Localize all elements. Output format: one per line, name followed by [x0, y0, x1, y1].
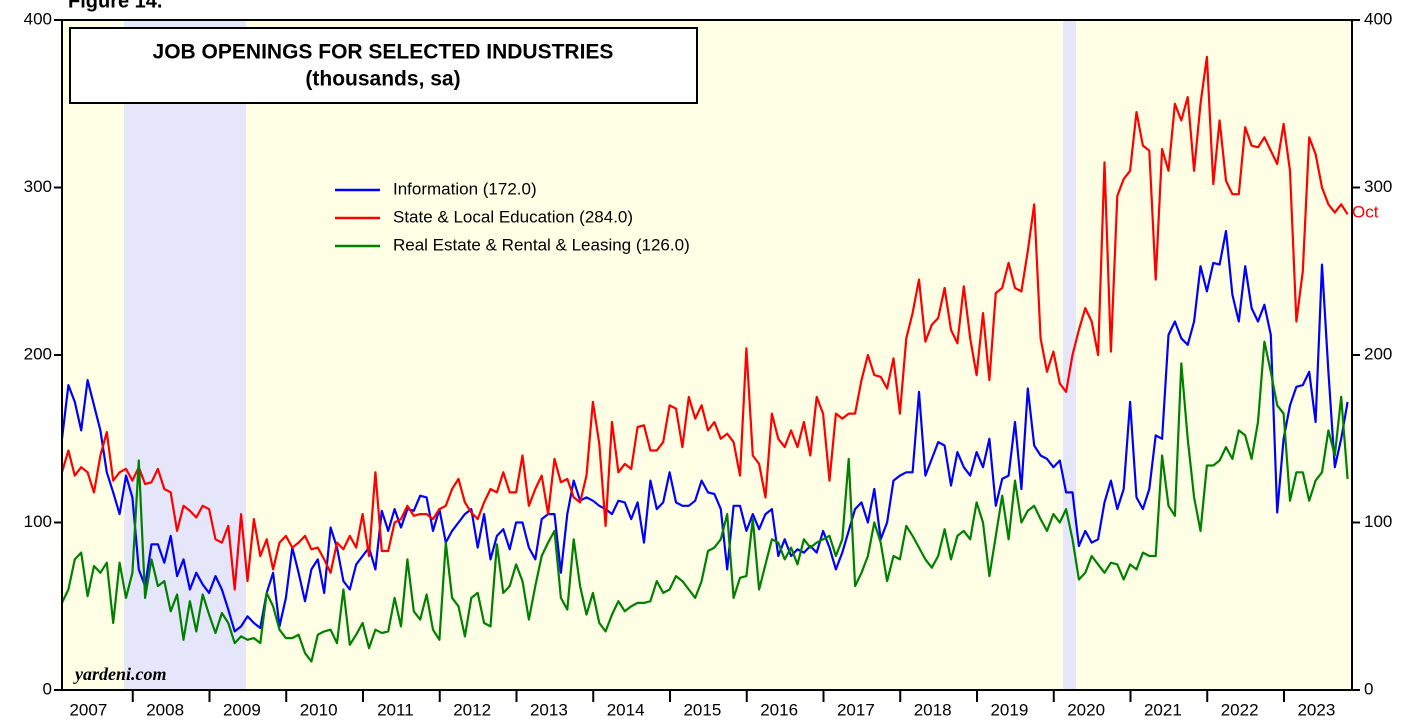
y2-tick-label: 200 — [1364, 344, 1392, 363]
source: yardeni.com — [73, 664, 167, 684]
x-tick-label: 2014 — [607, 700, 645, 719]
figure-label: Figure 14. — [68, 0, 162, 12]
x-tick-label: 2007 — [69, 700, 107, 719]
title-box — [69, 27, 698, 104]
y-tick-label: 300 — [24, 177, 52, 196]
x-tick-label: 2013 — [530, 700, 568, 719]
y2-tick-label: 0 — [1364, 679, 1373, 698]
x-tick-label: 2009 — [223, 700, 261, 719]
x-tick-label: 2022 — [1221, 700, 1259, 719]
y-tick-label: 400 — [24, 9, 52, 28]
y-tick-label: 0 — [43, 679, 52, 698]
x-tick-label: 2021 — [1144, 700, 1182, 719]
y-tick-label: 100 — [24, 512, 52, 531]
legend-label: Information (172.0) — [393, 179, 537, 198]
legend-label: State & Local Education (284.0) — [393, 207, 633, 226]
series-line — [60, 229, 1349, 633]
x-tick-label: 2023 — [1297, 700, 1335, 719]
series-line — [60, 55, 1349, 591]
x-tick-label: 2008 — [146, 700, 184, 719]
x-tick-label: 2012 — [453, 700, 491, 719]
x-tick-label: 2011 — [377, 700, 414, 719]
chart-subtitle: (thousands, sa) — [305, 68, 460, 91]
y-tick-label: 200 — [24, 344, 52, 363]
x-tick-label: 2018 — [914, 700, 952, 719]
y2-tick-label: 300 — [1364, 177, 1392, 196]
chart-title: JOB OPENINGS FOR SELECTED INDUSTRIES — [153, 41, 614, 64]
x-tick-label: 2019 — [990, 700, 1028, 719]
x-tick-label: 2020 — [1067, 700, 1105, 719]
series-line — [61, 340, 1349, 663]
marks — [60, 55, 1349, 663]
x-tick-label: 2010 — [300, 700, 338, 719]
x-tick-label: 2016 — [760, 700, 798, 719]
legend-label: Real Estate & Rental & Leasing (126.0) — [393, 235, 690, 254]
plot-background — [62, 20, 1352, 690]
annotation: Oct — [1352, 202, 1379, 221]
y2-tick-label: 400 — [1364, 9, 1392, 28]
y2-tick-label: 100 — [1364, 512, 1392, 531]
x-tick-label: 2015 — [683, 700, 721, 719]
recession-shade — [124, 20, 246, 690]
x-tick-label: 2017 — [837, 700, 875, 719]
recession-shade — [1063, 20, 1076, 690]
